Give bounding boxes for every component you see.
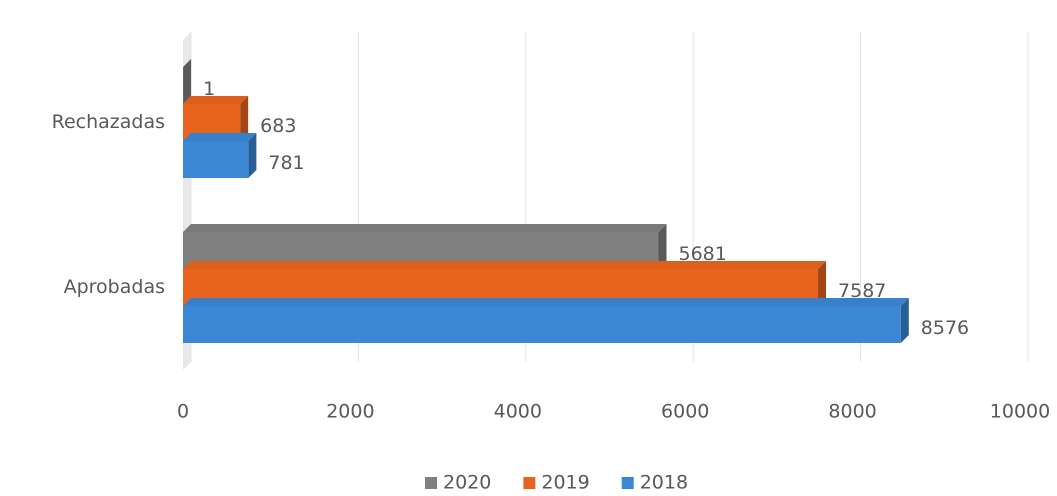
x-tick-label: 0 xyxy=(177,401,189,423)
legend-swatch xyxy=(425,477,437,489)
data-label: 5681 xyxy=(678,243,726,265)
x-tick-label: 8000 xyxy=(828,401,876,423)
bar-side xyxy=(818,261,827,306)
data-label: 7587 xyxy=(838,280,886,302)
bar xyxy=(183,306,901,343)
bar-side xyxy=(240,96,249,141)
bar-top xyxy=(183,133,257,141)
bar-side xyxy=(183,59,192,104)
bar-side xyxy=(248,133,257,178)
category-label: Aprobadas xyxy=(64,276,165,298)
x-tick-label: 2000 xyxy=(326,401,374,423)
x-tick-label: 10000 xyxy=(990,401,1050,423)
legend-swatch xyxy=(523,477,536,489)
bar xyxy=(183,141,249,178)
data-label: 683 xyxy=(260,115,296,137)
bar-side xyxy=(900,298,909,343)
category-label: Rechazadas xyxy=(52,111,165,133)
data-label: 1 xyxy=(203,78,215,100)
legend-label: 2019 xyxy=(541,472,589,494)
legend-label: 2020 xyxy=(443,472,491,494)
data-label: 781 xyxy=(268,152,304,174)
legend-swatch xyxy=(621,477,634,489)
data-label: 8576 xyxy=(921,317,969,339)
bar-side xyxy=(658,224,667,269)
bar-top xyxy=(183,298,909,306)
legend-label: 2018 xyxy=(640,472,688,494)
x-tick-label: 4000 xyxy=(494,401,542,423)
bar-top xyxy=(183,96,249,104)
bar-top xyxy=(183,224,667,232)
x-tick-label: 6000 xyxy=(661,401,709,423)
bar-top xyxy=(183,261,827,269)
bar-top xyxy=(183,59,192,67)
